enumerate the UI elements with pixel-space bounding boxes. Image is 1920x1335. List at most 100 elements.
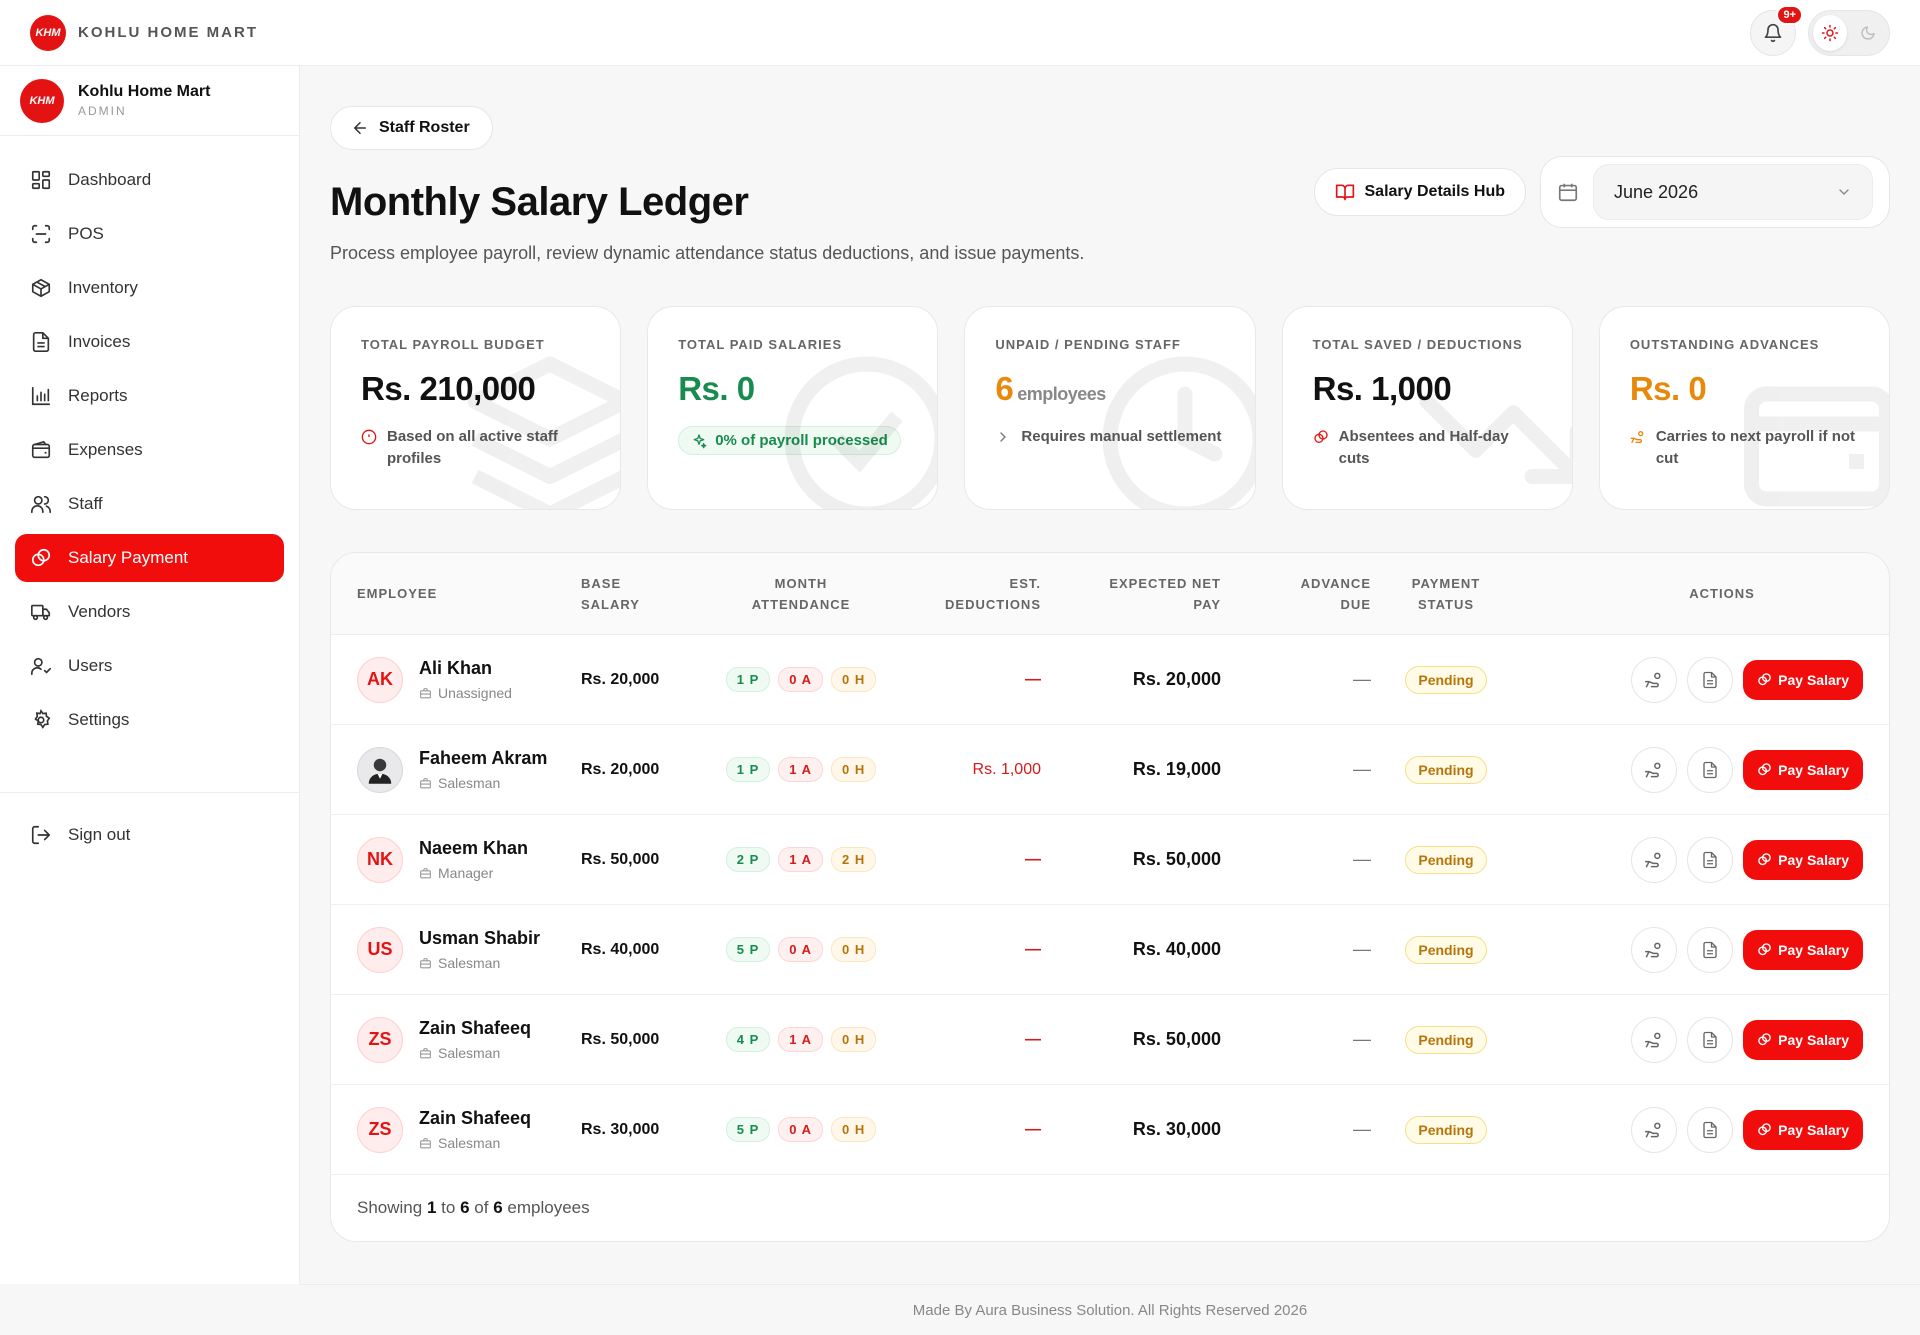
table-footer: Showing 1 to 6 of 6 employees [331, 1175, 1889, 1241]
stat-value: Rs. 0 [1629, 370, 1707, 407]
status-cell: Pending [1371, 755, 1521, 784]
sidebar-item-label: Invoices [68, 332, 131, 351]
advance-button[interactable] [1631, 926, 1678, 973]
employee-name[interactable]: Zain Shafeeq [419, 1108, 532, 1128]
stat-note: Based on all active staff profiles [361, 426, 590, 470]
sidebar-item-invoices[interactable]: Invoices [15, 318, 284, 366]
page-title: Monthly Salary Ledger [330, 180, 749, 224]
sidebar-item-expenses[interactable]: Expenses [15, 426, 284, 474]
avatar: ZS [357, 1016, 403, 1063]
employee-text: Naeem Khan Manager [419, 838, 528, 881]
payslip-button[interactable] [1687, 926, 1734, 973]
table-row: NK Naeem Khan Manager Rs. 50,000 2 P 1 A… [331, 815, 1889, 905]
avatar: ZS [357, 1106, 403, 1153]
col-base-salary: BASE SALARY [581, 573, 701, 615]
stat-note-text: Carries to next payroll if not cut [1655, 428, 1856, 467]
deductions: — [1025, 1120, 1041, 1138]
stat-unit: employees [1017, 384, 1106, 404]
sidebar-item-settings[interactable]: Settings [15, 696, 284, 744]
present-badge: 2 P [725, 847, 771, 872]
pay-salary-button[interactable]: Pay Salary [1743, 749, 1863, 790]
advance-button[interactable] [1631, 836, 1678, 883]
notifications-button[interactable]: 9+ [1750, 4, 1803, 56]
col-attendance: MONTH ATTENDANCE [701, 573, 901, 615]
sidebar-item-vendors[interactable]: Vendors [15, 588, 284, 636]
brand-logo[interactable]: KHM [30, 14, 66, 51]
payslip-button[interactable] [1687, 656, 1734, 703]
sidebar-item-salary-payment[interactable]: Salary Payment [15, 534, 284, 582]
employee-role: Salesman [419, 955, 540, 971]
col-base-line1: BASE [581, 575, 622, 591]
salary-details-hub-button[interactable]: Salary Details Hub [1313, 168, 1526, 216]
pay-salary-button[interactable]: Pay Salary [1743, 839, 1863, 880]
present-badge: 5 P [725, 937, 771, 962]
employee-role-text: Salesman [438, 1135, 501, 1151]
sidebar-item-pos[interactable]: POS [15, 210, 284, 258]
stat-label: OUTSTANDING ADVANCES [1629, 337, 1820, 352]
pay-salary-button[interactable]: Pay Salary [1743, 659, 1863, 700]
net-pay: Rs. 20,000 [1132, 669, 1221, 689]
attendance-badges: 2 P 1 A 2 H [701, 847, 901, 872]
employee-name[interactable]: Faheem Akram [419, 748, 548, 768]
col-status: PAYMENT STATUS [1371, 573, 1521, 615]
avatar-photo [357, 746, 403, 793]
sidebar-item-label: Reports [68, 386, 128, 405]
chevron-right-icon [1000, 432, 1007, 442]
advance-button[interactable] [1631, 746, 1678, 793]
footer-total: 6 [493, 1198, 503, 1217]
payslip-button[interactable] [1687, 836, 1734, 883]
back-to-staff-roster-button[interactable]: Staff Roster [330, 106, 493, 150]
dark-theme-option[interactable] [1851, 15, 1885, 51]
profile-name: Kohlu Home Mart [78, 83, 211, 100]
table-row: US Usman Shabir Salesman Rs. 40,000 5 P … [331, 905, 1889, 995]
sidebar-item-label: Users [68, 656, 113, 675]
col-actions: ACTIONS [1689, 586, 1755, 601]
stat-note: Absentees and Half-day cuts [1313, 426, 1542, 470]
sidebar-item-label: Inventory [68, 278, 138, 297]
bar-chart-icon [31, 386, 51, 406]
payslip-button[interactable] [1687, 1106, 1734, 1153]
month-select[interactable]: June 2026 [1593, 164, 1873, 220]
advance-due: — [1353, 849, 1371, 869]
employee-name[interactable]: Naeem Khan [419, 838, 529, 858]
avatar-initials: ZS [368, 1119, 392, 1139]
payslip-button[interactable] [1687, 746, 1734, 793]
sidebar-item-users[interactable]: Users [15, 642, 284, 690]
sidebar-item-staff[interactable]: Staff [15, 480, 284, 528]
employee-text: Faheem Akram Salesman [419, 748, 547, 791]
avatar-initials: ZS [368, 1029, 392, 1049]
pay-salary-button[interactable]: Pay Salary [1743, 929, 1863, 970]
employee-role-text: Manager [438, 865, 494, 881]
employee-name[interactable]: Ali Khan [419, 658, 493, 678]
sparkle-icon [693, 433, 707, 448]
employee-name[interactable]: Usman Shabir [419, 928, 541, 948]
employee-name[interactable]: Zain Shafeeq [419, 1018, 532, 1038]
pay-salary-button[interactable]: Pay Salary [1743, 1109, 1863, 1150]
pay-salary-button[interactable]: Pay Salary [1743, 1019, 1863, 1060]
advance-button[interactable] [1631, 1016, 1678, 1063]
table-row: AK Ali Khan Unassigned Rs. 20,000 1 P 0 … [331, 635, 1889, 725]
payslip-button[interactable] [1687, 1016, 1734, 1063]
stat-note-text: 0% of payroll processed [715, 432, 888, 449]
avatar: AK [357, 656, 403, 703]
status-cell: Pending [1371, 1115, 1521, 1144]
file-icon [32, 332, 50, 352]
advance-button[interactable] [1631, 656, 1678, 703]
net-pay: Rs. 19,000 [1132, 759, 1221, 779]
sign-out-button[interactable]: Sign out [15, 811, 284, 859]
stat-value: Rs. 0 [678, 370, 755, 407]
status-badge: Pending [1405, 665, 1487, 694]
advance-button[interactable] [1631, 1106, 1678, 1153]
sidebar-item-reports[interactable]: Reports [15, 372, 284, 420]
light-theme-option[interactable] [1813, 14, 1847, 51]
bell-icon [1764, 23, 1782, 42]
row-actions: Pay Salary [1631, 926, 1863, 973]
wallet-icon [1744, 386, 1890, 507]
employee-cell: NK Naeem Khan Manager [331, 836, 581, 883]
col-net-pay: EXPECTED NET PAY [1041, 573, 1221, 615]
theme-toggle[interactable] [1808, 9, 1890, 56]
sidebar-item-inventory[interactable]: Inventory [15, 264, 284, 312]
sidebar-item-dashboard[interactable]: Dashboard [15, 156, 284, 204]
stat-label: TOTAL PAYROLL BUDGET [361, 337, 545, 352]
nav-menu: Dashboard POS Inventory Invoices Reports… [0, 136, 299, 770]
